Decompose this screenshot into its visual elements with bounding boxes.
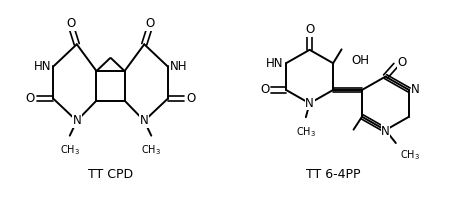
Text: CH$_3$: CH$_3$ — [401, 149, 420, 162]
Text: CH$_3$: CH$_3$ — [60, 143, 80, 157]
Text: N: N — [73, 114, 81, 127]
Text: TT 6-4PP: TT 6-4PP — [306, 168, 360, 181]
Text: HN: HN — [34, 60, 51, 73]
Text: CH$_3$: CH$_3$ — [141, 143, 161, 157]
Text: O: O — [305, 23, 314, 36]
Text: N: N — [305, 97, 314, 110]
Text: CH$_3$: CH$_3$ — [296, 125, 316, 139]
Text: O: O — [66, 17, 76, 30]
Text: HN: HN — [266, 57, 284, 70]
Text: O: O — [145, 17, 155, 30]
Text: O: O — [260, 84, 269, 97]
Text: N: N — [411, 84, 420, 97]
Text: O: O — [397, 56, 407, 69]
Text: OH: OH — [351, 54, 369, 67]
Text: N: N — [140, 114, 149, 127]
Text: N: N — [381, 125, 390, 138]
Text: O: O — [26, 92, 35, 105]
Text: NH: NH — [170, 60, 188, 73]
Text: TT CPD: TT CPD — [88, 168, 133, 181]
Text: O: O — [186, 92, 195, 105]
